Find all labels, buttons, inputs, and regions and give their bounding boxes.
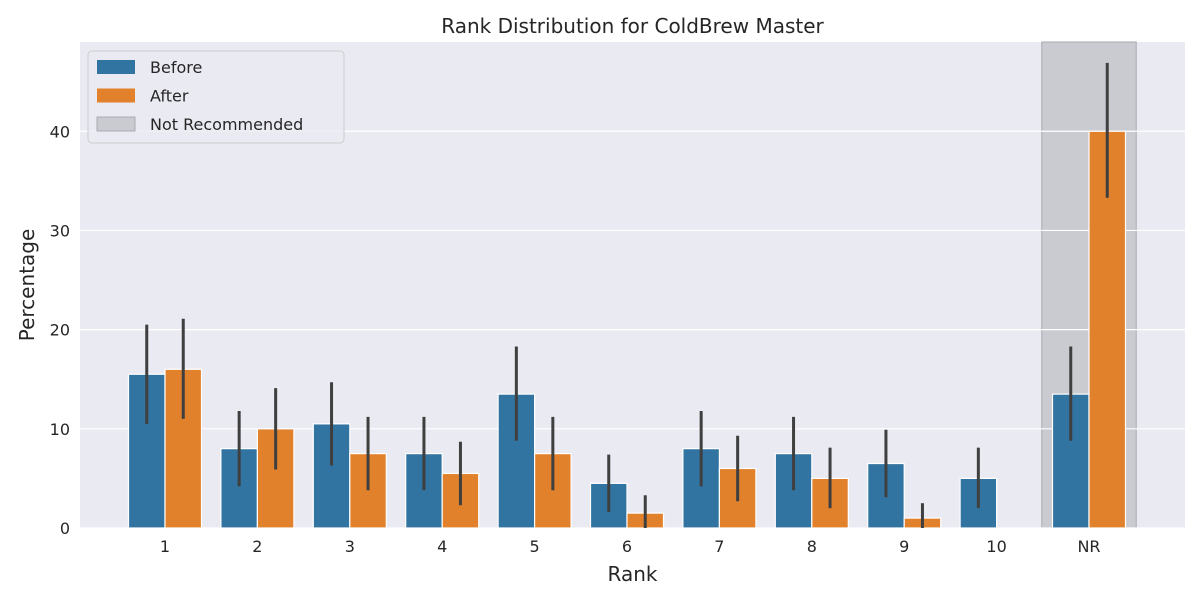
x-tick-label: 3 bbox=[345, 537, 355, 556]
y-tick-label: 0 bbox=[60, 519, 70, 538]
x-tick-label: 9 bbox=[899, 537, 909, 556]
y-tick-label: 10 bbox=[50, 420, 70, 439]
chart-title: Rank Distribution for ColdBrew Master bbox=[441, 14, 824, 38]
x-tick-label: 8 bbox=[807, 537, 817, 556]
y-tick-label: 30 bbox=[50, 221, 70, 240]
error-bar-layer bbox=[145, 62, 1109, 528]
x-tick-label: 2 bbox=[252, 537, 262, 556]
x-tick-label: NR bbox=[1077, 537, 1100, 556]
legend-box bbox=[87, 50, 345, 144]
legend: Before After Not Recommended bbox=[87, 50, 345, 144]
y-tick-label: 40 bbox=[50, 122, 70, 141]
x-tick-label: 5 bbox=[530, 537, 540, 556]
legend-label-after: After bbox=[150, 87, 189, 106]
legend-swatch-not-recommended bbox=[96, 116, 136, 132]
x-tick-label: 6 bbox=[622, 537, 632, 556]
x-tick-label: 1 bbox=[160, 537, 170, 556]
x-axis-label: Rank bbox=[608, 562, 658, 586]
x-tick-label: 4 bbox=[437, 537, 447, 556]
y-tick-label: 20 bbox=[50, 321, 70, 340]
x-tick-label: 7 bbox=[714, 537, 724, 556]
legend-swatch-before bbox=[97, 60, 135, 74]
tick-label-layer: 0 10 20 30 40 1 2 3 4 5 6 7 8 9 10 NR bbox=[50, 122, 1101, 556]
legend-label-before: Before bbox=[150, 58, 202, 77]
y-axis-label: Percentage bbox=[15, 229, 39, 342]
legend-label-not-recommended: Not Recommended bbox=[150, 115, 303, 134]
legend-swatch-after bbox=[97, 88, 135, 103]
x-tick-label: 10 bbox=[986, 537, 1006, 556]
